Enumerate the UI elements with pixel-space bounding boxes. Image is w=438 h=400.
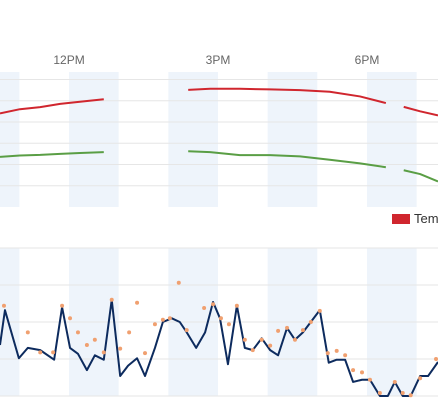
x-tick-label: 3PM xyxy=(206,53,231,67)
hour-band xyxy=(69,72,119,207)
data-point xyxy=(325,351,330,356)
data-point xyxy=(334,348,339,353)
series-line xyxy=(0,87,438,117)
data-point xyxy=(285,325,290,330)
data-point xyxy=(377,391,382,396)
data-point xyxy=(418,376,423,381)
data-point xyxy=(135,300,140,305)
data-point xyxy=(360,370,365,375)
data-point xyxy=(276,328,281,333)
data-point xyxy=(51,350,56,355)
data-point xyxy=(242,337,247,342)
data-point xyxy=(367,377,372,382)
data-point xyxy=(143,351,148,356)
hour-band xyxy=(168,72,219,207)
data-point xyxy=(317,308,322,313)
data-point xyxy=(408,393,413,398)
series-line xyxy=(0,150,438,183)
data-point xyxy=(118,346,123,351)
hour-band xyxy=(0,72,20,207)
data-point xyxy=(84,342,89,347)
data-point xyxy=(176,280,181,285)
data-point xyxy=(218,316,223,321)
data-point xyxy=(101,350,106,355)
data-point xyxy=(268,343,273,348)
legend-label: Temperature xyxy=(414,211,438,226)
data-point xyxy=(234,303,239,308)
data-point xyxy=(127,330,132,335)
data-point xyxy=(152,322,157,327)
data-point xyxy=(434,357,438,361)
data-point xyxy=(308,320,313,324)
data-point xyxy=(75,330,80,335)
data-point xyxy=(1,303,6,308)
data-point xyxy=(60,303,65,308)
data-point xyxy=(202,305,207,310)
hour-band xyxy=(366,72,417,207)
data-point xyxy=(343,353,348,358)
data-point xyxy=(160,317,165,322)
x-tick-label: 12PM xyxy=(53,53,84,67)
hour-band xyxy=(267,72,318,207)
data-point xyxy=(109,297,114,302)
data-point xyxy=(25,330,30,335)
data-point xyxy=(250,348,255,353)
data-point xyxy=(68,316,73,321)
legend-swatch xyxy=(392,214,410,224)
data-point xyxy=(392,379,397,384)
x-tick-label: 6PM xyxy=(355,53,380,67)
data-point xyxy=(400,391,405,396)
data-point xyxy=(300,328,305,333)
data-point xyxy=(259,337,264,342)
data-point xyxy=(292,337,297,342)
data-point xyxy=(226,322,231,327)
data-point xyxy=(211,302,216,307)
data-point xyxy=(38,350,43,355)
data-point xyxy=(184,328,189,333)
data-point xyxy=(167,316,172,321)
data-point xyxy=(92,337,97,342)
data-point xyxy=(351,368,356,373)
